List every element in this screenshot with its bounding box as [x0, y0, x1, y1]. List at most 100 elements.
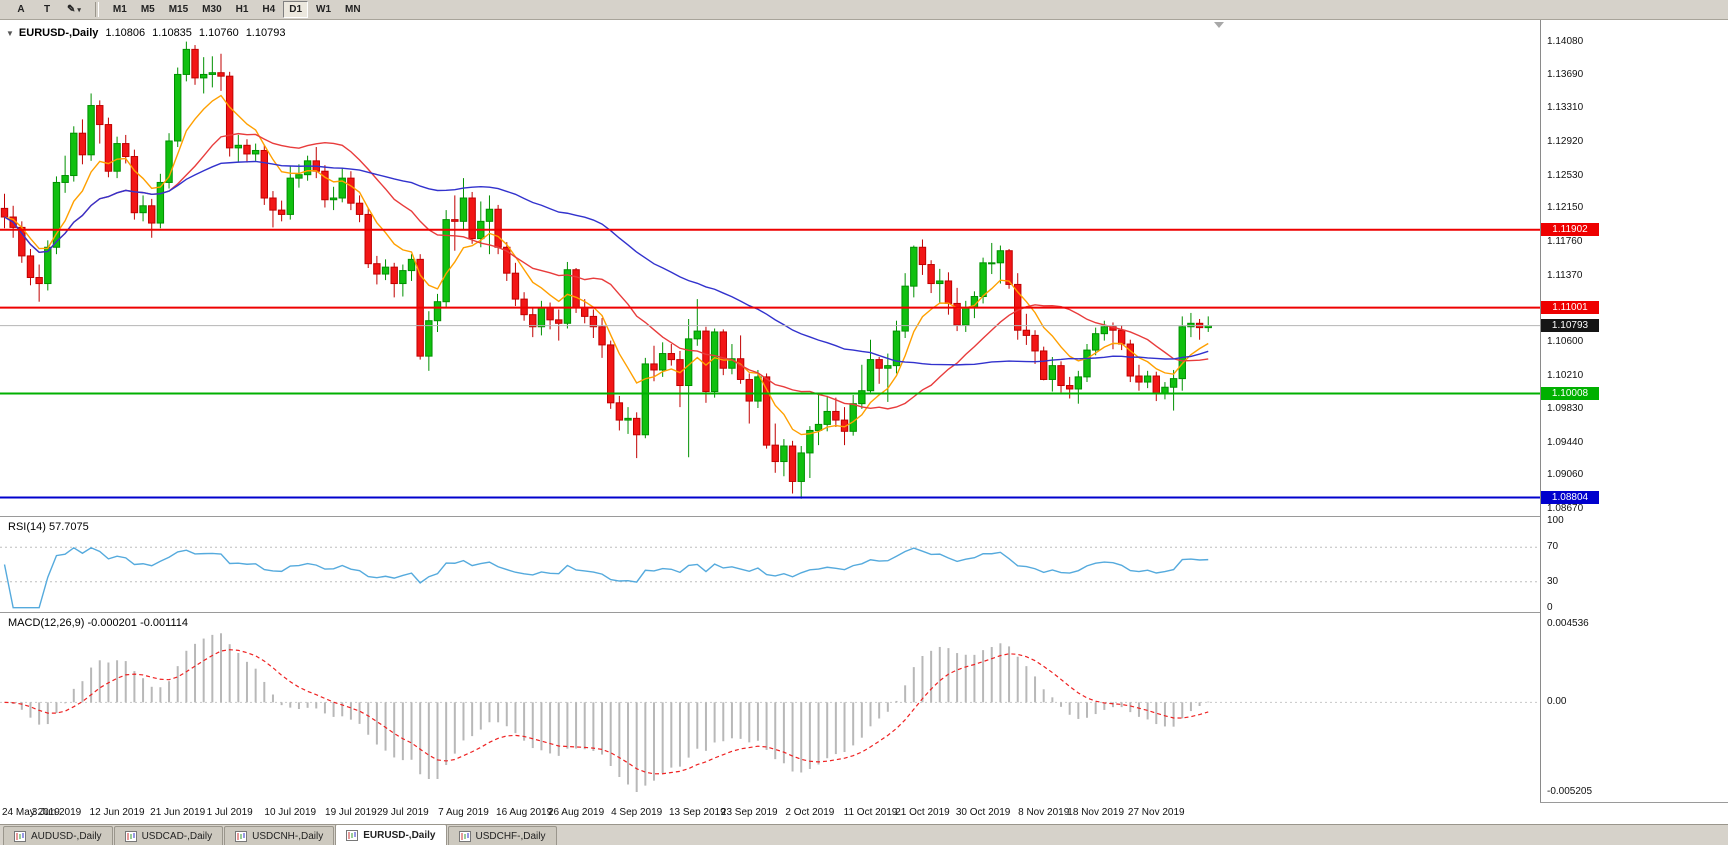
chart-tab-label: EURUSD-,Daily — [363, 829, 436, 841]
rsi-series — [0, 546, 1540, 609]
price-axis-label: 1.10210 — [1547, 370, 1584, 381]
price-tag-badge: 1.10793 — [1541, 319, 1599, 333]
price-axis-label: 1.12530 — [1547, 169, 1584, 181]
chart-tab-audusd-daily[interactable]: AUDUSD-,Daily — [3, 826, 113, 845]
time-axis-label: 18 Nov 2019 — [1067, 807, 1125, 818]
chart-tab-usdcad-daily[interactable]: USDCAD-,Daily — [113, 826, 224, 845]
chart-area[interactable]: ▼ EURUSD-,Daily 1.10806 1.10835 1.10760 … — [0, 20, 1728, 824]
price-axis-label: 1.09440 — [1547, 436, 1584, 448]
chart-tabs-bar: AUDUSD-,Daily USDCAD-,Daily USDCNH-,Daily E… — [0, 824, 1728, 845]
price-axis-label: 1.13690 — [1547, 69, 1584, 81]
ohlc-low-value: 1.10760 — [198, 27, 239, 39]
price-axis[interactable]: 1.14080 1.13690 1.13310 1.12920 1.12530 1.121… — [1540, 20, 1728, 802]
macd-chart-canvas[interactable] — [0, 613, 1540, 802]
time-axis-label: 19 Jul 2019 — [325, 807, 377, 818]
timeframe-M30-button[interactable]: M30 — [196, 1, 227, 18]
time-axis-label: 8 Nov 2019 — [1018, 807, 1070, 818]
chart-shift-marker-icon — [1214, 22, 1224, 28]
text-tool-button[interactable]: T — [35, 1, 59, 18]
chart-tab-usdcnh-daily[interactable]: USDCNH-,Daily — [224, 826, 335, 845]
toolbar-tools-group: A T ✎ ▾ — [8, 1, 88, 18]
chart-tab-label: AUDUSD-,Daily — [31, 830, 102, 842]
macd-indicator-label: MACD(12,26,9) -0.000201 -0.001114 — [8, 617, 188, 629]
price-tag-badge: 1.11902 — [1541, 223, 1599, 237]
mini-chart-icon — [235, 830, 248, 842]
timeframe-W1-button[interactable]: W1 — [310, 1, 337, 18]
timeframe-H1-button[interactable]: H1 — [230, 1, 255, 18]
timeframe-M15-button[interactable]: M15 — [163, 1, 194, 18]
mini-chart-icon — [124, 830, 137, 842]
price-axis-label: 1.09060 — [1547, 469, 1584, 481]
price-axis-label: 1.11760 — [1547, 236, 1583, 248]
rsi-axis-label: 70 — [1547, 541, 1559, 553]
time-axis-label: 7 Aug 2019 — [438, 807, 489, 818]
macd-axis-label: -0.005205 — [1547, 785, 1593, 797]
chart-tab-label: USDCNH-,Daily — [252, 830, 324, 842]
macd-series — [0, 633, 1540, 792]
macd-signal-line — [4, 649, 1209, 775]
price-axis-label: 1.08670 — [1547, 503, 1584, 515]
time-axis-label: 27 Nov 2019 — [1127, 807, 1185, 818]
timeframe-MN-button[interactable]: MN — [339, 1, 367, 18]
rsi-axis-label: 30 — [1547, 575, 1559, 587]
time-axis-label: 30 Oct 2019 — [955, 807, 1011, 818]
panel-separator[interactable] — [0, 516, 1728, 517]
rsi-indicator-label: RSI(14) 57.7075 — [8, 521, 89, 533]
price-tag-badge: 1.08804 — [1541, 491, 1599, 504]
time-axis-label: 1 Jul 2019 — [206, 807, 253, 818]
time-axis-label: 23 Sep 2019 — [720, 807, 778, 818]
panel-separator[interactable] — [0, 612, 1728, 613]
toolbar-separator — [94, 2, 99, 17]
price-axis-label: 1.14080 — [1547, 35, 1584, 47]
chart-tab-label: USDCHF-,Daily — [475, 830, 546, 842]
dropdown-caret-icon: ▾ — [77, 6, 81, 14]
mini-chart-icon — [14, 830, 26, 842]
rsi-line — [3, 546, 1209, 609]
time-axis-label: 11 Oct 2019 — [843, 807, 898, 818]
macd-axis-label: 0.004536 — [1547, 618, 1589, 630]
ohlc-open-value: 1.10806 — [105, 27, 146, 39]
time-axis-label: 24 May 2019 — [2, 807, 60, 818]
time-axis-label: 21 Jun 2019 — [150, 807, 206, 818]
timeframe-M1-button[interactable]: M1 — [107, 1, 133, 18]
price-axis-label: 1.10600 — [1547, 336, 1584, 348]
time-axis-label: 16 Aug 2019 — [496, 807, 553, 818]
time-axis-label: 13 Sep 2019 — [668, 807, 726, 818]
mini-chart-icon — [346, 829, 359, 841]
price-axis-label: 1.12150 — [1547, 202, 1584, 214]
chart-header: ▼ EURUSD-,Daily 1.10806 1.10835 1.10760 … — [6, 27, 285, 39]
time-axis-label: 10 Jul 2019 — [264, 807, 317, 818]
timeframe-H4-button[interactable]: H4 — [256, 1, 281, 18]
cursor-tool-button[interactable]: A — [9, 1, 33, 18]
ohlc-close-value: 1.10793 — [245, 27, 286, 39]
price-chart-canvas[interactable] — [0, 20, 1540, 516]
timeframe-M5-button[interactable]: M5 — [135, 1, 161, 18]
chart-tab-label: USDCAD-,Daily — [141, 830, 213, 842]
collapse-arrow-icon: ▼ — [6, 28, 14, 38]
price-axis-label: 1.09830 — [1547, 402, 1584, 414]
symbol-period-label: EURUSD-,Daily — [18, 27, 99, 39]
price-axis-label: 1.12920 — [1547, 135, 1584, 147]
time-axis-label: 29 Jul 2019 — [377, 807, 429, 818]
price-tag-badge: 1.11001 — [1541, 301, 1599, 315]
candlestick-series — [0, 41, 1540, 499]
rsi-chart-canvas[interactable] — [0, 517, 1540, 612]
time-axis-label: 4 Sep 2019 — [611, 807, 663, 818]
draw-tools-button[interactable]: ✎ ▾ — [61, 1, 87, 18]
toolbar: A T ✎ ▾ M1 M5 M15 M30 H1 H4 D1 W1 MN — [0, 0, 1728, 20]
time-axis-label: 3 Jun 2019 — [31, 807, 82, 818]
macd-axis-label: 0.00 — [1547, 696, 1567, 708]
rsi-axis-label: 100 — [1547, 515, 1564, 527]
time-axis[interactable]: 24 May 2019 3 Jun 2019 12 Jun 2019 21 Jun 2… — [0, 802, 1540, 824]
price-tag-badge: 1.10008 — [1541, 386, 1599, 400]
timeframe-D1-button[interactable]: D1 — [283, 1, 309, 18]
time-axis-label: 26 Aug 2019 — [547, 807, 605, 818]
chart-tab-usdchf-daily[interactable]: USDCHF-,Daily — [447, 826, 557, 845]
ohlc-high-value: 1.10835 — [152, 27, 192, 39]
time-axis-label: 2 Oct 2019 — [785, 807, 835, 818]
mini-chart-icon — [458, 830, 471, 842]
chart-tab-eurusd-daily[interactable]: EURUSD-,Daily — [335, 824, 447, 845]
price-axis-label: 1.11370 — [1547, 269, 1583, 281]
rsi-axis-label: 0 — [1547, 601, 1553, 613]
timeframe-buttons-group: M1 M5 M15 M30 H1 H4 D1 W1 MN — [106, 1, 368, 18]
